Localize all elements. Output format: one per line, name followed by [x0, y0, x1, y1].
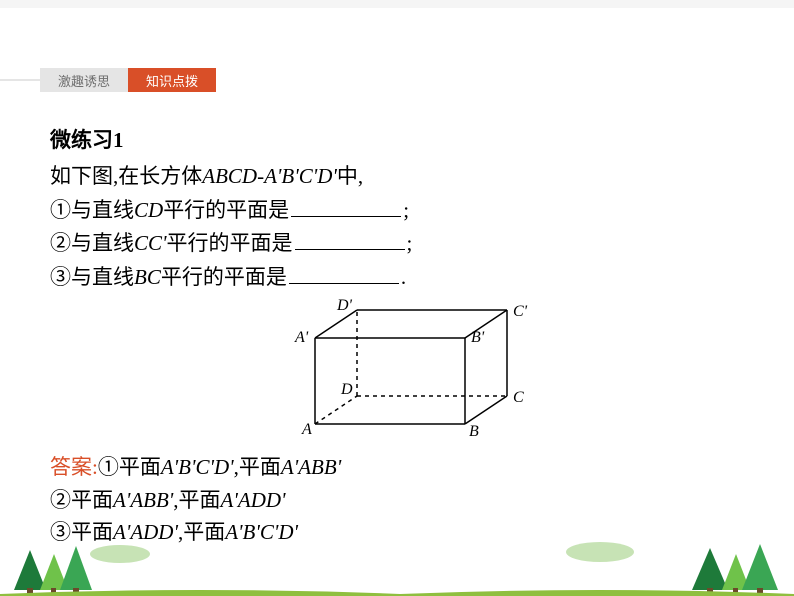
- label-Ap: A': [294, 329, 309, 346]
- q3-suffix: 平行的平面是: [161, 265, 287, 289]
- cuboid-svg: A B C D A' B' C' D': [247, 298, 547, 438]
- a2-p2: A'ADD': [221, 488, 286, 512]
- q1-blank: [291, 196, 401, 217]
- label-C: C: [513, 389, 524, 406]
- a2-mid: ,平面: [173, 488, 220, 512]
- accent-line: [0, 68, 40, 92]
- label-Cp: C': [513, 303, 528, 320]
- q1-end: ;: [403, 198, 409, 222]
- a1-mid: ,平面: [234, 455, 281, 479]
- answer-2: ②平面A'ABB',平面A'ADD': [50, 484, 744, 517]
- intro-body: ABCD-A'B'C'D': [202, 164, 337, 188]
- answer-label: 答案:: [50, 455, 98, 479]
- q2-suffix: 平行的平面是: [167, 231, 293, 255]
- q2-line: ②与直线CC'平行的平面是;: [50, 227, 744, 261]
- answer-1: 答案:①平面A'B'C'D',平面A'ABB': [50, 451, 744, 484]
- exercise-title: 微练习1: [50, 124, 744, 154]
- q2-var: CC': [134, 231, 167, 255]
- cuboid-diagram: A B C D A' B' C' D': [50, 298, 744, 443]
- a1-p1: A'B'C'D': [161, 455, 234, 479]
- q2-end: ;: [407, 231, 413, 255]
- a2-prefix: ②平面: [50, 488, 113, 512]
- tab-bar: 激趣诱思 知识点拨: [40, 68, 216, 92]
- tab-inactive[interactable]: 激趣诱思: [40, 68, 128, 92]
- intro-line: 如下图,在长方体ABCD-A'B'C'D'中,: [50, 160, 744, 194]
- label-Dp: D': [336, 298, 353, 314]
- a1-prefix: ①平面: [98, 455, 161, 479]
- label-D: D: [340, 381, 353, 398]
- intro-prefix: 如下图,在长方体: [50, 164, 202, 188]
- a2-p1: A'ABB': [113, 488, 173, 512]
- tab-active[interactable]: 知识点拨: [128, 68, 216, 92]
- top-bar: [0, 0, 794, 8]
- q1-prefix: ①与直线: [50, 198, 134, 222]
- q1-line: ①与直线CD平行的平面是;: [50, 194, 744, 228]
- q3-blank: [289, 263, 399, 284]
- content-area: 微练习1 如下图,在长方体ABCD-A'B'C'D'中, ①与直线CD平行的平面…: [50, 124, 744, 549]
- intro-suffix: 中,: [337, 164, 363, 188]
- a1-p2: A'ABB': [281, 455, 341, 479]
- q2-prefix: ②与直线: [50, 231, 134, 255]
- q1-suffix: 平行的平面是: [163, 198, 289, 222]
- q3-var: BC: [134, 265, 161, 289]
- label-B: B: [469, 423, 479, 438]
- q3-prefix: ③与直线: [50, 265, 134, 289]
- label-Bp: B': [471, 329, 485, 346]
- q2-blank: [295, 229, 405, 250]
- footer-decor: [0, 540, 794, 596]
- q1-var: CD: [134, 198, 163, 222]
- label-A: A: [301, 421, 312, 438]
- q3-line: ③与直线BC平行的平面是.: [50, 261, 744, 295]
- q3-end: .: [401, 265, 406, 289]
